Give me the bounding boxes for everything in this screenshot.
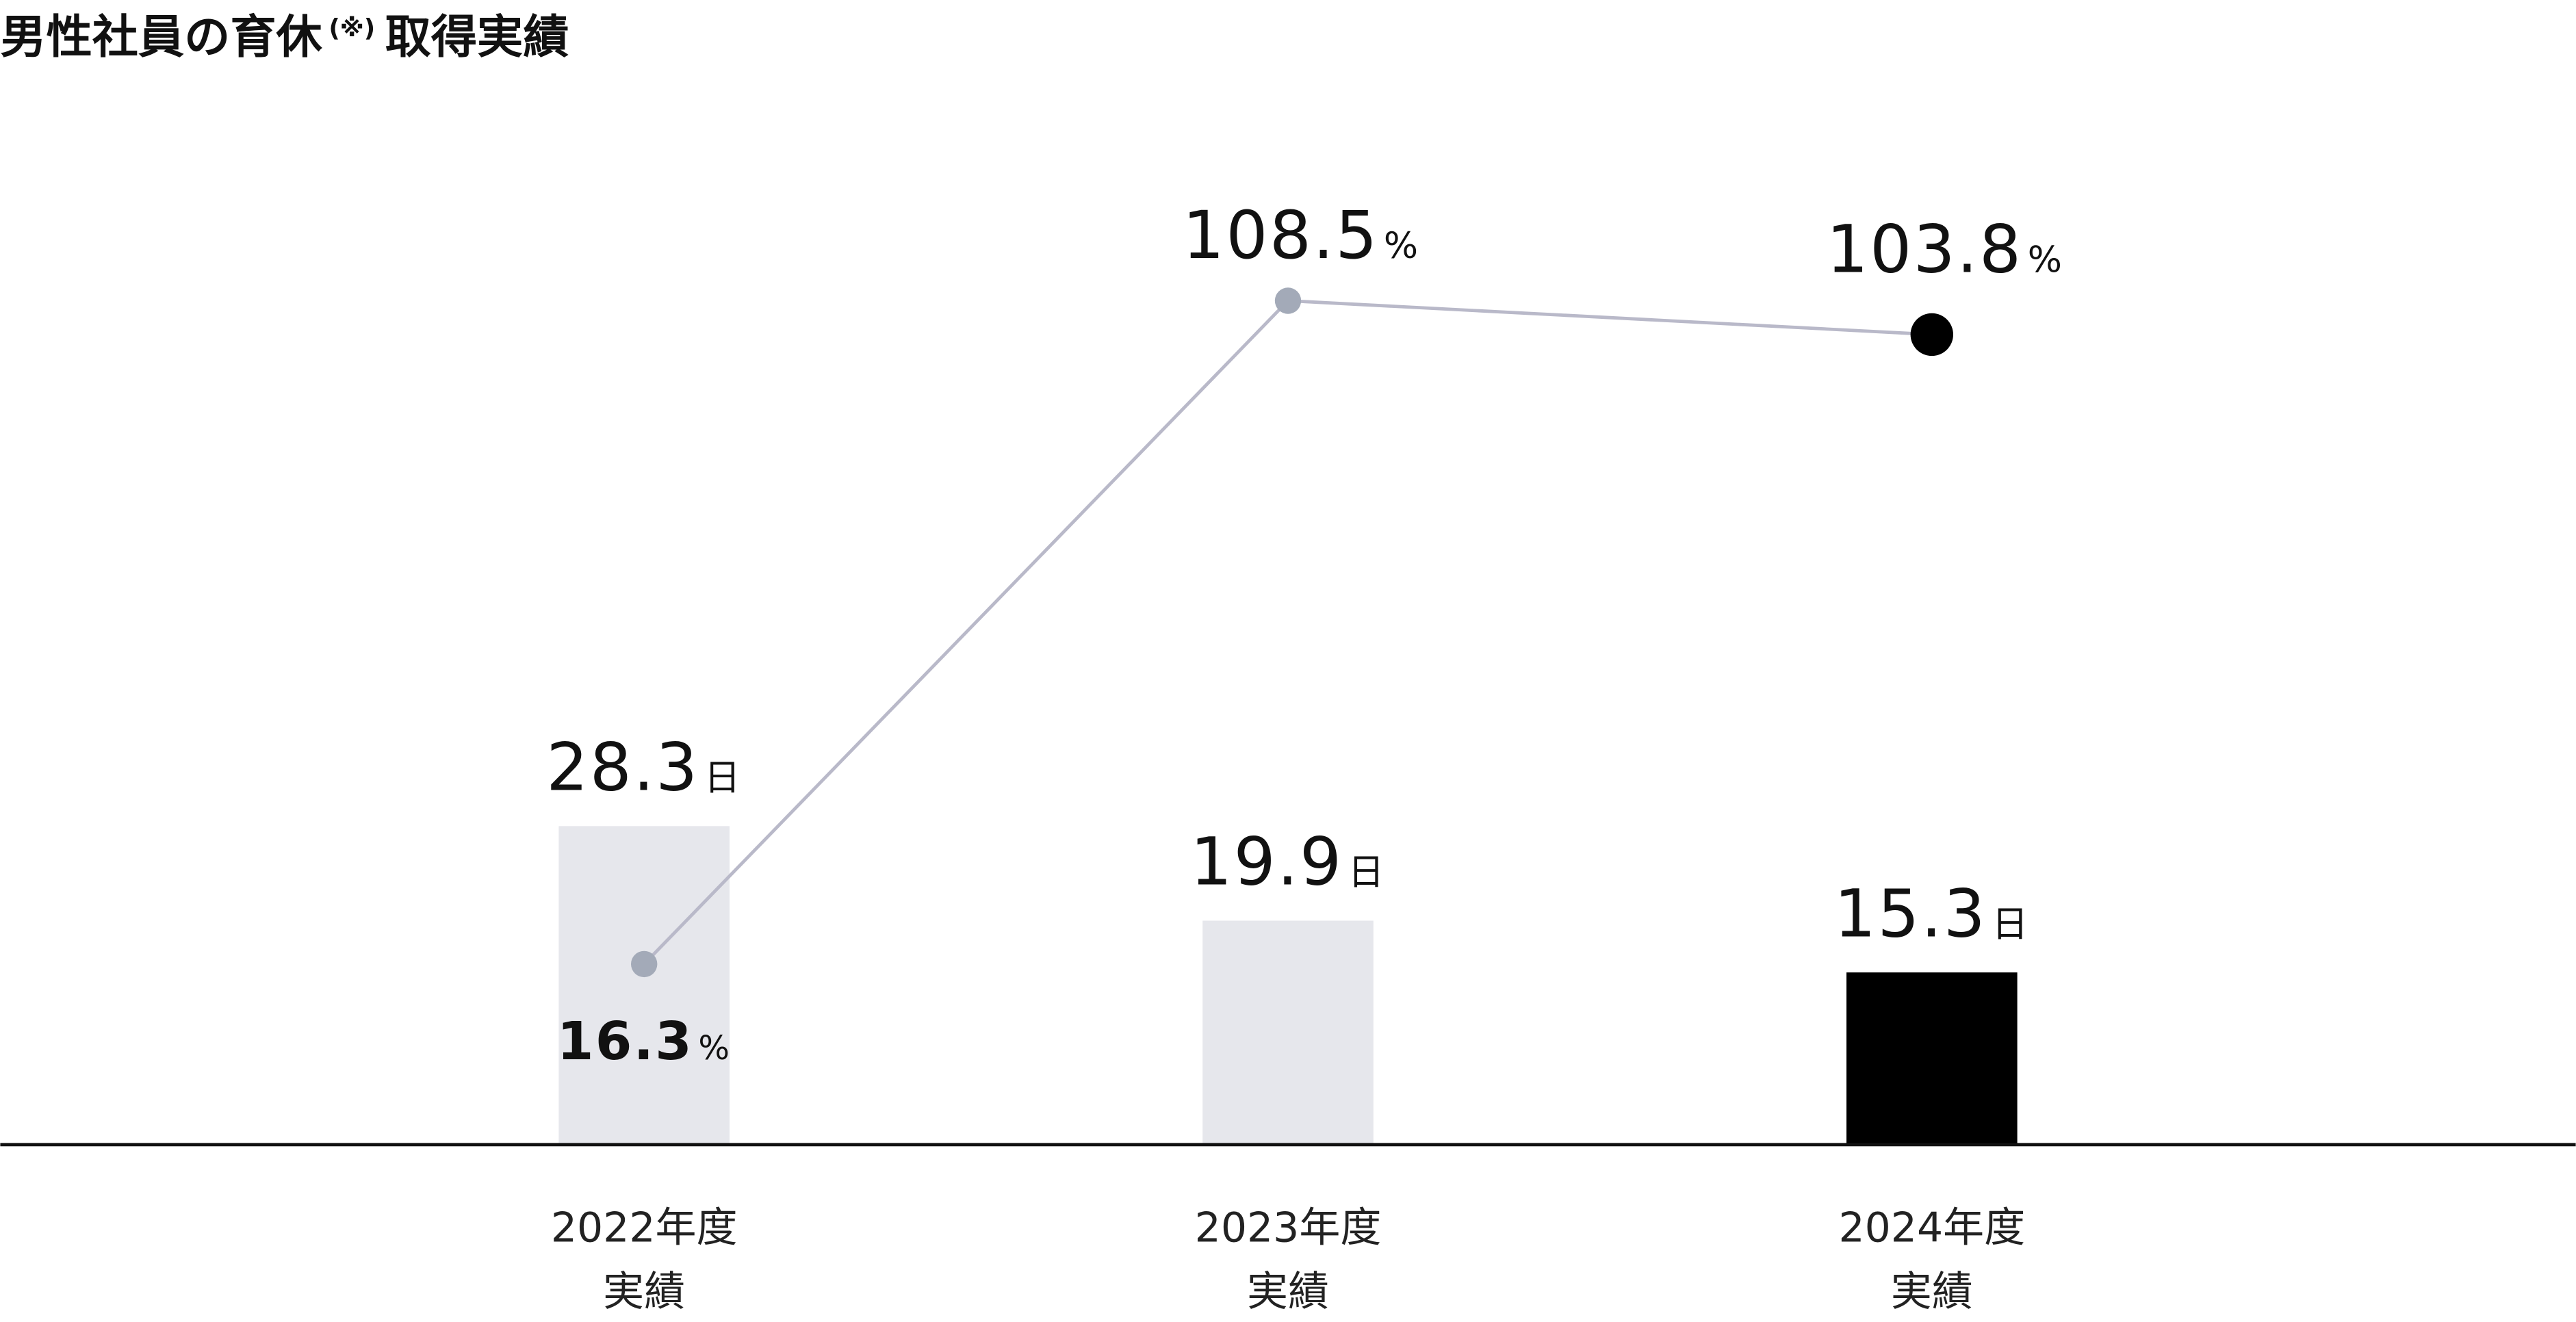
data-label: 108.5% xyxy=(1183,197,1420,274)
data-label: 16.3% xyxy=(557,1011,731,1072)
data-label-unit: 日 xyxy=(704,757,742,799)
data-label: 19.9 日 xyxy=(1190,824,1386,900)
data-label: 103.8% xyxy=(1827,211,2064,288)
bar xyxy=(1202,920,1374,1145)
chart-title: 男性社員の育休 (※) 取得実績 xyxy=(0,10,569,64)
bar xyxy=(1846,972,2018,1145)
x-tick-label-box: 2022年度 実績 xyxy=(550,1204,738,1316)
data-label: 15.3 日 xyxy=(1834,875,2030,952)
data-label-value: 16.3 xyxy=(557,1011,693,1072)
title-note: (※) xyxy=(329,14,375,42)
data-label-unit: 日 xyxy=(1348,852,1386,894)
data-label-value: 15.3 xyxy=(1834,875,1987,952)
data-label-unit: 日 xyxy=(1992,903,2029,945)
line-point xyxy=(1274,287,1302,314)
data-label-unit: % xyxy=(1384,225,1420,267)
x-tick-label: 2022年度 実績 xyxy=(550,1204,738,1316)
bar xyxy=(558,826,730,1145)
data-label-unit: % xyxy=(2028,239,2064,281)
data-label-value: 19.9 xyxy=(1190,824,1343,900)
line-point xyxy=(1910,313,1953,357)
line-point xyxy=(631,950,658,978)
x-tick-label: 2023年度 実績 xyxy=(1194,1204,1382,1316)
x-tick-label-box: 2023年度 実績 xyxy=(1194,1204,1382,1316)
data-label-value: 103.8 xyxy=(1827,211,2023,288)
x-tick-label-box: 2024年度 実績 xyxy=(1838,1204,2026,1316)
data-label-value: 108.5 xyxy=(1183,197,1379,274)
data-label-value: 28.3 xyxy=(546,729,699,806)
title-main: 男性社員の育休 xyxy=(0,10,322,64)
data-label: 28.3 日 xyxy=(546,729,742,806)
x-tick-label: 2024年度 実績 xyxy=(1838,1204,2026,1316)
data-label-unit: % xyxy=(698,1029,731,1067)
title-suffix: 取得実績 xyxy=(385,10,569,64)
